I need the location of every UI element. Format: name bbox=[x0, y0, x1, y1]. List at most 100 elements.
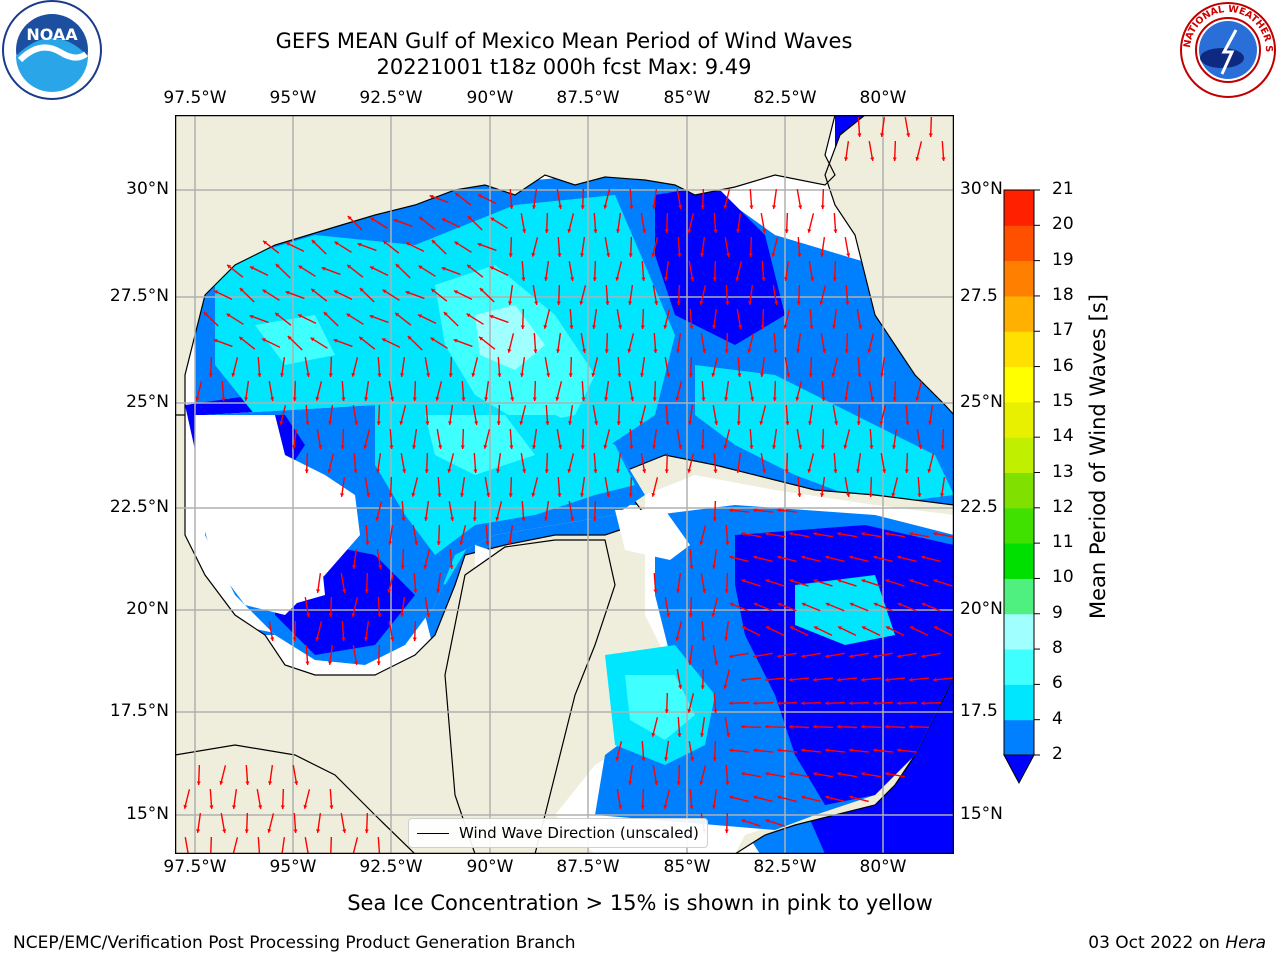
wave-arrow bbox=[472, 500, 477, 522]
wave-arrow bbox=[761, 260, 766, 282]
south-gulf-no-data bbox=[195, 415, 690, 615]
wave-arrow bbox=[741, 531, 761, 538]
wave-arrow bbox=[764, 677, 786, 682]
wave-arrow bbox=[196, 764, 201, 786]
wave-arrow bbox=[298, 265, 316, 277]
wave-arrow bbox=[533, 332, 538, 354]
wave-arrow bbox=[676, 764, 681, 786]
wave-arrow bbox=[809, 308, 814, 330]
wave-arrow bbox=[580, 428, 585, 450]
wave-arrow bbox=[884, 677, 906, 682]
wave-arrow bbox=[915, 141, 923, 161]
wave-arrow bbox=[728, 748, 750, 753]
wave-arrow bbox=[531, 477, 539, 497]
wave-arrow bbox=[741, 771, 761, 778]
wave-arrow bbox=[748, 381, 755, 401]
wave-arrow bbox=[274, 312, 292, 326]
colorbar-tick-label: 17 bbox=[1052, 320, 1074, 341]
wave-arrow bbox=[441, 217, 461, 229]
lat-lon-grid bbox=[175, 115, 954, 854]
wave-arrow bbox=[436, 429, 443, 449]
wave-arrow bbox=[509, 428, 514, 450]
colorbar-tick-label: 18 bbox=[1052, 284, 1074, 305]
wave-arrow bbox=[848, 748, 870, 753]
wave-arrow bbox=[568, 501, 575, 521]
wave-arrow bbox=[567, 213, 575, 233]
wave-arrow bbox=[860, 677, 882, 682]
wave-arrow bbox=[388, 381, 395, 401]
wave-arrow bbox=[279, 405, 287, 425]
wave-arrow bbox=[873, 555, 893, 563]
wave-arrow bbox=[765, 625, 785, 637]
wave-arrow bbox=[519, 405, 527, 425]
wave-arrow bbox=[725, 284, 730, 306]
lon-tick-top: 90°W bbox=[466, 88, 514, 108]
wave-arrow bbox=[880, 356, 886, 378]
wave-arrow bbox=[700, 428, 705, 450]
wave-arrow bbox=[736, 212, 742, 234]
lon-tick-top: 82.5°W bbox=[753, 88, 817, 108]
wave-arrow bbox=[836, 677, 858, 682]
wave-arrow bbox=[920, 701, 942, 706]
wave-arrow bbox=[508, 284, 514, 306]
wave-arrow bbox=[687, 453, 695, 473]
wave-arrow bbox=[688, 741, 695, 761]
wave-arrow bbox=[712, 405, 719, 425]
colorbar-swatch bbox=[1004, 437, 1034, 473]
wave-arrow bbox=[820, 188, 825, 210]
wave-arrow bbox=[676, 572, 682, 594]
wave-arrow bbox=[341, 620, 346, 642]
wave-arrow bbox=[725, 524, 730, 546]
wave-arrow bbox=[521, 260, 526, 282]
wave-arrow bbox=[268, 764, 274, 786]
wave-arrow bbox=[352, 645, 359, 665]
wave-arrow bbox=[484, 477, 491, 497]
wave-arrow bbox=[413, 572, 418, 594]
wave-arrow bbox=[508, 381, 515, 401]
wave-arrow bbox=[292, 620, 297, 642]
wave-arrow bbox=[346, 313, 364, 325]
wave-arrow bbox=[310, 337, 328, 349]
wave-arrow bbox=[567, 453, 575, 473]
wave-arrow bbox=[807, 453, 815, 473]
wave-arrow bbox=[400, 453, 407, 473]
wave-arrow bbox=[729, 795, 749, 803]
wave-arrow bbox=[315, 621, 323, 641]
wave-arrow bbox=[628, 236, 633, 258]
wave-arrow bbox=[849, 652, 869, 659]
wave-arrow bbox=[825, 652, 845, 659]
wave-arrow bbox=[857, 356, 862, 378]
wave-arrow bbox=[287, 335, 303, 351]
wave-arrow bbox=[328, 644, 334, 666]
wave-arrow bbox=[896, 701, 918, 706]
footer-left: NCEP/EMC/Verification Post Processing Pr… bbox=[13, 933, 576, 953]
wave-arrow bbox=[663, 789, 671, 809]
wave-arrow bbox=[365, 524, 370, 546]
wave-arrow bbox=[531, 237, 539, 257]
wave-arrow bbox=[701, 620, 706, 642]
wave-arrow bbox=[628, 284, 634, 306]
colorbar-swatch bbox=[1004, 260, 1034, 297]
yucatan-land bbox=[444, 539, 616, 854]
wave-arrow bbox=[443, 311, 459, 327]
colorbar-tick-label: 11 bbox=[1052, 532, 1074, 553]
wave-arrow bbox=[861, 531, 881, 538]
wave-arrow bbox=[860, 724, 882, 729]
colorbar-tick-label: 10 bbox=[1052, 567, 1074, 588]
wave-arrow bbox=[845, 284, 850, 306]
wave-arrow bbox=[736, 404, 741, 426]
wave-arrow bbox=[429, 194, 449, 204]
wave-arrow bbox=[740, 677, 762, 682]
colorbar-swatch bbox=[1004, 295, 1034, 332]
wave-arrow bbox=[789, 579, 809, 587]
wave-arrow bbox=[381, 337, 401, 349]
wave-arrow bbox=[520, 213, 527, 233]
wave-arrow bbox=[699, 525, 707, 545]
wave-arrow bbox=[844, 477, 851, 497]
wave-arrow bbox=[812, 677, 834, 682]
wave-arrow bbox=[753, 555, 773, 563]
wave-arrow bbox=[496, 404, 501, 426]
wave-arrow bbox=[676, 429, 683, 449]
wave-arrow bbox=[280, 788, 285, 810]
wave-arrow bbox=[760, 308, 765, 330]
